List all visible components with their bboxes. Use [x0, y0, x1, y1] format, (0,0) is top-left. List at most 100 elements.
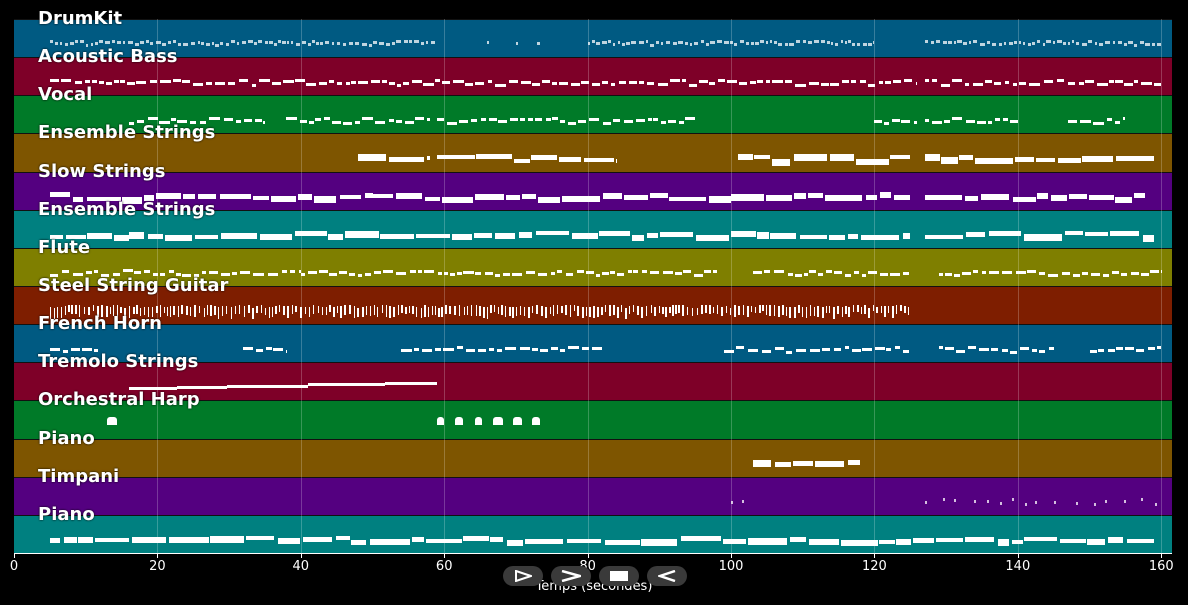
note-block — [281, 41, 286, 45]
note-block — [602, 41, 608, 45]
note-block — [304, 306, 307, 315]
note-block — [206, 81, 213, 85]
note-block — [973, 270, 979, 274]
note-block — [273, 42, 277, 46]
note-block — [318, 269, 328, 273]
note-block — [879, 192, 891, 199]
note-block — [480, 118, 486, 122]
note-block — [85, 43, 88, 47]
note-block — [785, 350, 792, 354]
note-block — [379, 41, 384, 45]
grid-line — [1017, 19, 1019, 553]
back-button[interactable] — [647, 566, 687, 586]
note-block — [742, 304, 745, 316]
note-block — [295, 79, 305, 83]
note-block — [784, 80, 793, 84]
track-name: Timpani — [38, 465, 120, 487]
note-block — [113, 79, 119, 83]
note-block — [219, 41, 224, 45]
note-block — [128, 232, 144, 240]
note-block — [514, 158, 531, 164]
note-block — [68, 305, 70, 313]
note-block — [302, 537, 332, 543]
forward-button[interactable] — [551, 566, 591, 586]
note-block — [1018, 40, 1021, 44]
note-block — [649, 43, 654, 47]
note-block — [56, 307, 59, 318]
note-block — [861, 274, 867, 278]
note-block — [613, 118, 621, 122]
note-block — [49, 274, 59, 278]
note-block — [866, 195, 878, 200]
note-block — [362, 117, 374, 121]
note-block — [879, 273, 888, 277]
note-block — [349, 42, 353, 46]
play-button[interactable] — [503, 566, 543, 586]
x-tick — [157, 553, 159, 558]
note-block — [924, 40, 928, 44]
note-block — [531, 417, 541, 426]
track-lane — [14, 476, 1172, 515]
note-block — [953, 498, 956, 502]
note-block — [388, 157, 424, 162]
note-block — [528, 117, 533, 121]
note-block — [788, 42, 794, 46]
note-block — [860, 234, 900, 240]
note-block — [449, 306, 451, 315]
note-block — [493, 417, 504, 426]
note-block — [552, 305, 555, 316]
note-block — [123, 269, 134, 273]
note-block — [259, 79, 271, 83]
note-block — [798, 304, 800, 313]
note-block — [626, 42, 630, 46]
note-block — [706, 43, 709, 47]
note-block — [1150, 270, 1159, 274]
note-block — [725, 305, 728, 314]
note-block — [986, 500, 989, 504]
note-block — [601, 307, 603, 315]
note-block — [243, 346, 253, 350]
note-block — [523, 307, 526, 317]
note-block — [793, 461, 813, 467]
note-block — [1079, 81, 1084, 85]
note-block — [813, 306, 816, 317]
note-block — [646, 40, 649, 44]
note-block — [424, 270, 435, 274]
note-block — [444, 271, 449, 275]
note-block — [61, 270, 70, 274]
note-block — [397, 83, 402, 87]
note-block — [772, 159, 791, 166]
note-block — [1016, 270, 1026, 274]
note-block — [592, 347, 602, 351]
note-block — [357, 81, 369, 85]
note-block — [1096, 83, 1108, 87]
note-block — [658, 305, 661, 313]
grid-line — [874, 19, 876, 553]
note-block — [912, 537, 934, 544]
note-block — [957, 39, 962, 43]
note-block — [691, 307, 694, 316]
note-block — [712, 269, 717, 273]
note-block — [610, 270, 616, 274]
note-block — [694, 41, 699, 45]
note-block — [466, 306, 469, 316]
note-block — [615, 158, 617, 164]
note-block — [701, 305, 703, 314]
note-block — [87, 232, 112, 240]
note-block — [128, 121, 135, 125]
note-block — [415, 307, 418, 318]
x-tick-label: 0 — [9, 559, 19, 574]
note-block — [712, 306, 715, 313]
note-block — [353, 306, 356, 318]
note-block — [739, 81, 747, 85]
note-block — [698, 80, 708, 84]
note-block — [169, 536, 209, 543]
note-block — [799, 235, 827, 240]
note-block — [312, 40, 315, 44]
note-block — [695, 234, 729, 242]
stop-button[interactable] — [599, 566, 639, 586]
track-lane — [14, 209, 1172, 248]
note-block — [264, 307, 267, 315]
note-block — [71, 305, 73, 314]
note-block — [1115, 121, 1121, 124]
